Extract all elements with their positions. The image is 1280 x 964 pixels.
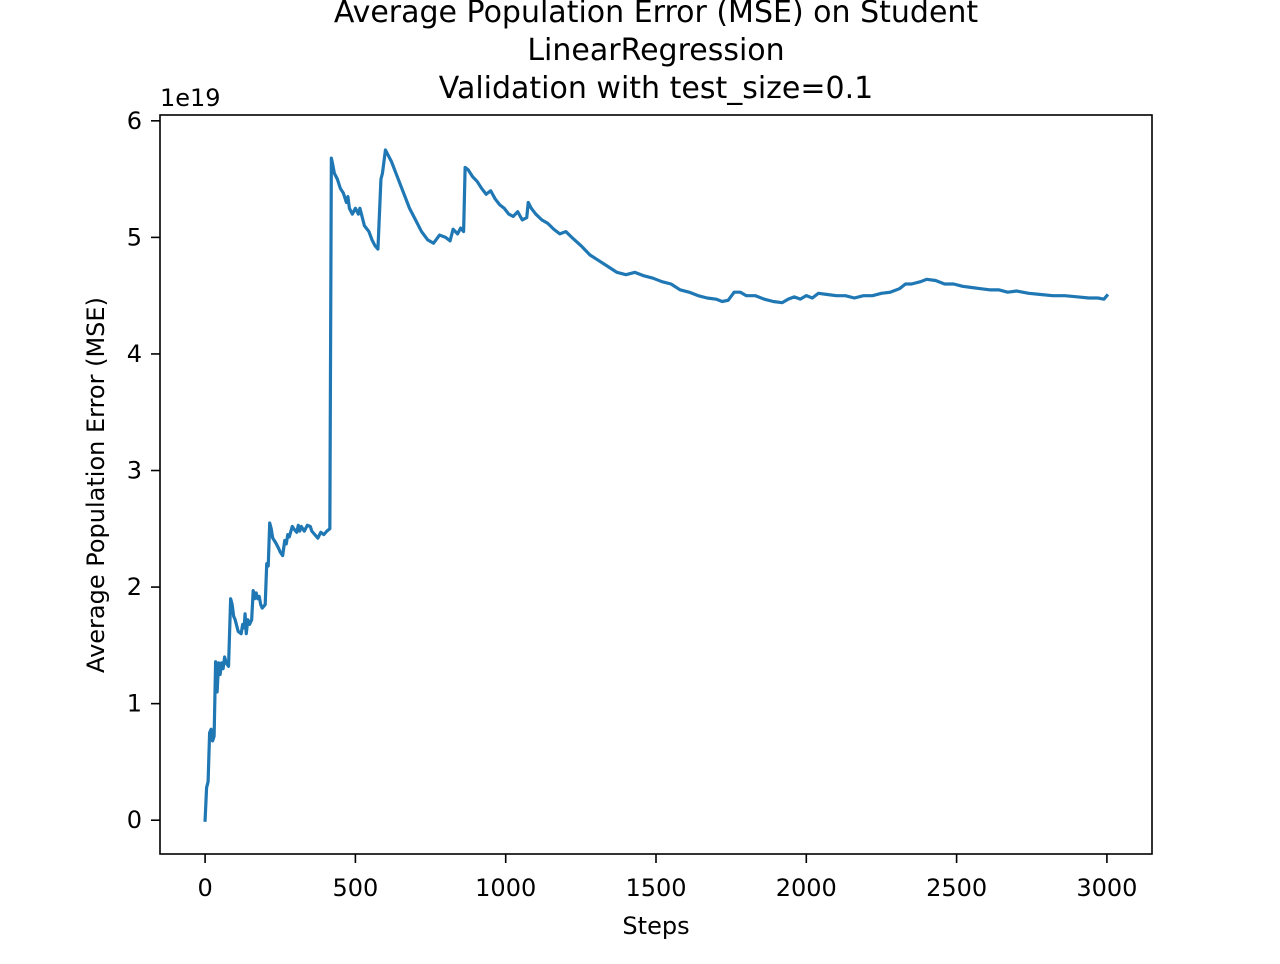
y-tick-label: 4 xyxy=(127,340,142,368)
y-tick-label: 2 xyxy=(127,573,142,601)
y-tick-label: 6 xyxy=(127,107,142,135)
x-tick-label: 500 xyxy=(332,874,378,902)
chart-title-line-2: LinearRegression xyxy=(527,33,784,68)
x-tick-label: 2000 xyxy=(776,874,837,902)
y-tick-label: 3 xyxy=(127,457,142,485)
x-axis-label: Steps xyxy=(622,912,689,940)
chart-title-line-1: Average Population Error (MSE) on Studen… xyxy=(334,0,979,30)
x-tick-label: 1000 xyxy=(475,874,536,902)
plot-area: 0 500 1000 1500 2000 2500 3000 0 1 2 3 4 5 6 xyxy=(127,107,1153,902)
axes-frame xyxy=(159,114,1153,855)
x-tick-label: 3000 xyxy=(1076,874,1137,902)
series-layer xyxy=(203,148,1110,822)
y-tick-label: 5 xyxy=(127,223,142,251)
y-axis-ticks: 0 1 2 3 4 5 6 xyxy=(127,107,160,834)
y-tick-label: 1 xyxy=(127,690,142,718)
x-tick-label: 0 xyxy=(197,874,212,902)
x-tick-label: 1500 xyxy=(625,874,686,902)
chart-title-line-3: Validation with test_size=0.1 xyxy=(439,71,874,106)
series-line xyxy=(203,148,1110,822)
y-axis-offset-label: 1e19 xyxy=(160,84,221,112)
x-axis-ticks: 0 500 1000 1500 2000 2500 3000 xyxy=(197,854,1137,902)
y-axis-label: Average Population Error (MSE) xyxy=(82,297,110,673)
x-tick-label: 2500 xyxy=(926,874,987,902)
y-tick-label: 0 xyxy=(127,806,142,834)
